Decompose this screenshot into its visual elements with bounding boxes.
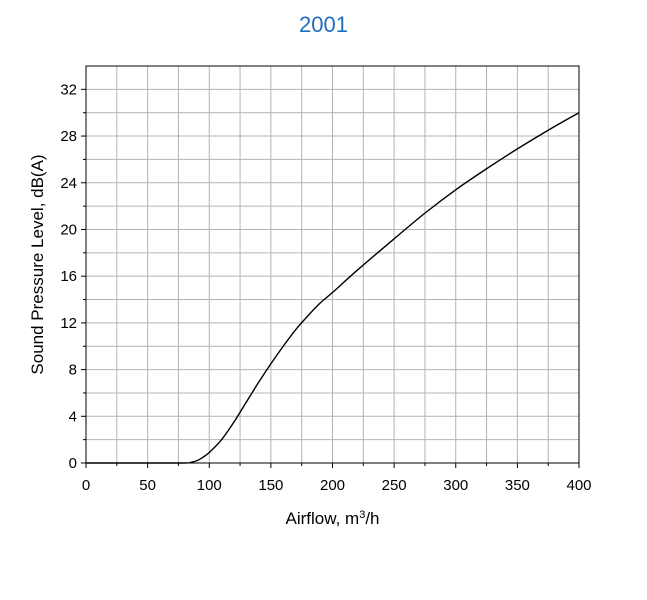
y-tick-label: 24: [60, 175, 77, 192]
x-tick-label: 250: [382, 477, 407, 494]
x-axis: 0 50 100 150 200 250 300 350 400: [82, 463, 592, 494]
x-tick-label: 100: [197, 477, 222, 494]
x-axis-title-main: Airflow, m: [286, 509, 360, 528]
y-tick-label: 4: [69, 408, 77, 425]
y-axis: 0 4 8 12 16 20 24 28 32: [60, 81, 86, 472]
x-axis-title: Airflow, m3/h: [286, 509, 380, 528]
x-axis-title-suffix: /h: [365, 509, 379, 528]
grid-lines: [86, 66, 579, 463]
y-tick-label: 16: [60, 268, 77, 285]
x-tick-label: 350: [505, 477, 530, 494]
x-tick-label: 150: [258, 477, 283, 494]
x-tick-label: 0: [82, 477, 90, 494]
y-tick-label: 32: [60, 81, 77, 98]
y-tick-label: 28: [60, 128, 77, 145]
y-tick-label: 0: [69, 455, 77, 472]
series-line: [86, 112, 580, 464]
y-axis-title: Sound Pressure Level, dB(A): [28, 154, 47, 374]
series-group: [86, 112, 580, 464]
x-axis-title-superscript: 3: [359, 509, 365, 521]
x-tick-label: 300: [443, 477, 468, 494]
chart-title: 2001: [299, 12, 348, 37]
y-tick-label: 8: [69, 362, 77, 379]
x-tick-label: 200: [320, 477, 345, 494]
y-tick-label: 12: [60, 315, 77, 332]
y-tick-label: 20: [60, 221, 77, 238]
x-tick-label: 50: [139, 477, 156, 494]
x-tick-label: 400: [566, 477, 591, 494]
